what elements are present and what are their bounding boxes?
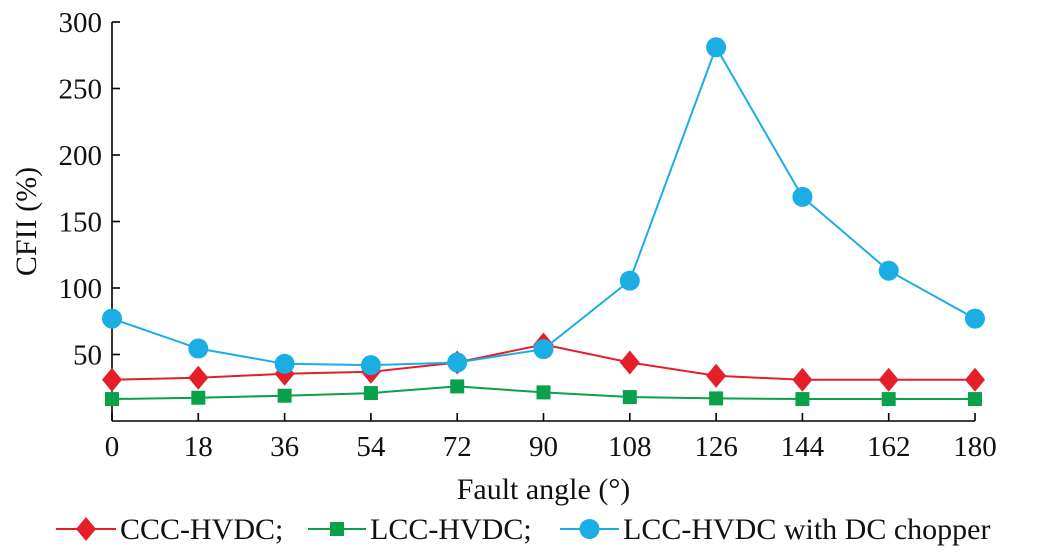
legend-entry: CCC-HVDC; <box>56 513 283 546</box>
x-axis-title: Fault angle (°) <box>457 473 631 506</box>
x-tick-label: 144 <box>781 431 825 463</box>
x-tick-label: 180 <box>953 431 997 463</box>
x-tick-label: 36 <box>270 431 299 463</box>
data-point <box>360 355 381 376</box>
y-tick-label: 300 <box>59 7 103 39</box>
data-point <box>965 367 985 392</box>
series-square <box>105 379 982 407</box>
data-point <box>105 392 119 407</box>
data-point <box>706 37 727 58</box>
y-axis-title: CFII (%) <box>10 167 43 276</box>
y-tick-label: 150 <box>59 207 103 239</box>
legend-entry: LCC-HVDC; <box>308 513 532 546</box>
legend-label: CCC-HVDC; <box>120 513 283 546</box>
x-tick-label: 72 <box>443 431 472 463</box>
series-circle <box>102 37 985 376</box>
legend-marker <box>76 517 96 541</box>
y-tick-label: 100 <box>59 273 103 305</box>
legend-entry: LCC-HVDC with DC chopper <box>560 513 990 546</box>
data-point <box>363 386 378 401</box>
series-group <box>102 37 985 407</box>
y-tick-label: 250 <box>59 74 103 106</box>
legend-marker <box>330 522 344 536</box>
ticks: 0 18 36 54 72 90 108 126 144 162 180 50 100 150 200 250… <box>59 7 997 463</box>
data-point <box>878 367 899 392</box>
legend-label: LCC-HVDC with DC chopper <box>623 513 990 546</box>
data-point <box>795 392 810 407</box>
data-point <box>533 339 554 360</box>
data-point <box>274 353 295 374</box>
legend: CCC-HVDC; LCC-HVDC; LCC-HVDC with DC chopp… <box>56 513 990 546</box>
x-tick-label: 126 <box>694 431 738 463</box>
data-point <box>622 390 637 405</box>
data-point <box>447 352 468 373</box>
data-point <box>619 350 640 375</box>
data-point <box>188 338 209 359</box>
data-point <box>102 367 122 392</box>
legend-marker <box>579 519 600 539</box>
data-point <box>191 390 206 405</box>
data-point <box>709 391 724 406</box>
data-point <box>706 363 727 388</box>
data-point <box>450 379 465 394</box>
x-tick-label: 162 <box>867 431 911 463</box>
y-tick-label: 200 <box>59 140 103 172</box>
axis-titles: Fault angle (°) CFII (%) <box>10 167 630 506</box>
series-line <box>111 44 976 367</box>
data-point <box>102 308 122 329</box>
x-tick-label: 54 <box>356 431 386 463</box>
data-point <box>188 365 209 390</box>
data-point <box>277 388 292 403</box>
x-tick-label: 108 <box>608 431 652 463</box>
x-tick-label: 0 <box>105 431 120 463</box>
data-point <box>968 392 982 407</box>
axes <box>111 22 975 422</box>
data-point <box>792 367 813 392</box>
y-tick-label: 50 <box>73 340 102 372</box>
legend-label: LCC-HVDC; <box>370 513 532 546</box>
data-point <box>536 385 551 400</box>
data-point <box>878 260 899 281</box>
data-point <box>619 270 640 291</box>
data-point <box>792 186 813 207</box>
x-tick-label: 18 <box>184 431 213 463</box>
data-point <box>965 308 985 329</box>
x-tick-label: 90 <box>529 431 558 463</box>
data-point <box>881 392 896 407</box>
